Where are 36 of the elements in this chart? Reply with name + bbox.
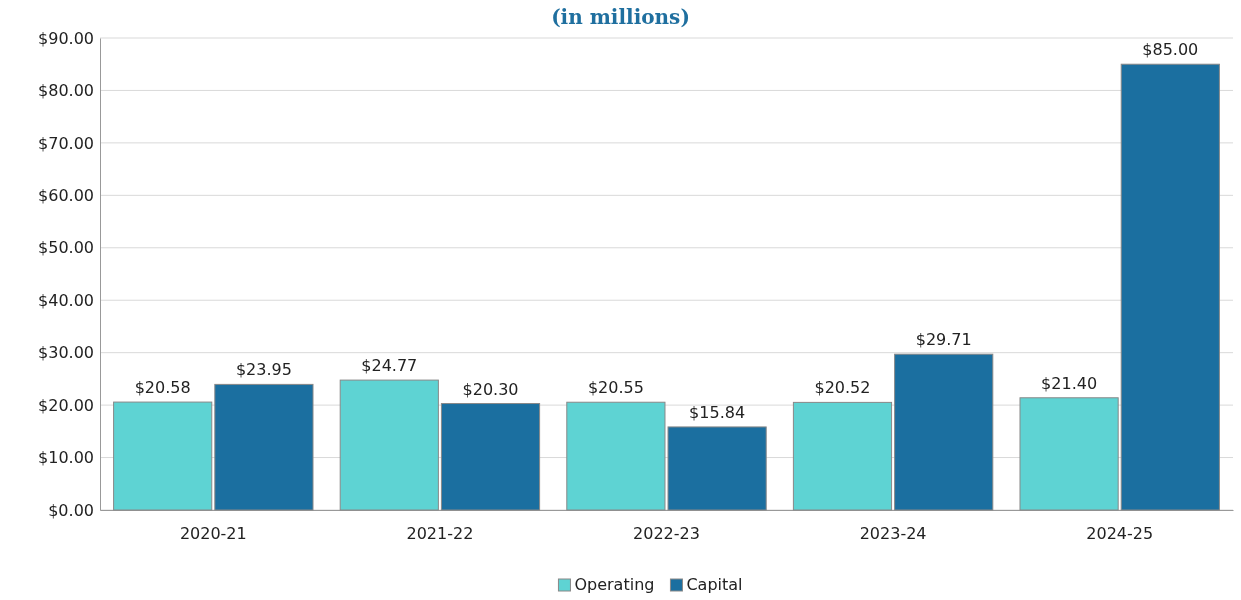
x-tick-label: 2021-22 [406, 524, 474, 544]
text: $20.58 [134, 378, 191, 398]
y-tick-label: $80.00 [38, 81, 94, 101]
legend-label: Capital [686, 575, 743, 594]
y-tick-label: $50.00 [38, 238, 94, 258]
y-tick-label: $10.00 [38, 448, 94, 468]
y-tick-label: $0.00 [48, 500, 94, 520]
text: $15.84 [689, 402, 746, 422]
y-tick-label: $90.00 [38, 28, 94, 48]
text: $20.30 [462, 379, 519, 399]
bar [792, 401, 893, 511]
y-tick-label: $70.00 [38, 133, 94, 153]
x-tick-label: 2022-23 [633, 524, 700, 544]
text: $24.77 [361, 356, 418, 376]
bar [440, 403, 541, 511]
y-tick-label: $20.00 [38, 395, 94, 415]
x-tick-label: 2020-21 [179, 524, 247, 544]
bar [1019, 397, 1119, 511]
text: $85.00 [1142, 40, 1199, 60]
text: $20.55 [587, 378, 644, 398]
x-tick-label: 2023-24 [859, 524, 927, 544]
y-tick-label: $60.00 [38, 185, 94, 205]
y-tick-label: $40.00 [38, 290, 94, 310]
y-tick-label: $30.00 [38, 343, 94, 363]
legend-label: Operating [574, 575, 655, 594]
bar [339, 379, 439, 511]
text: $20.52 [814, 378, 871, 398]
chart-title: (in millions) [551, 5, 690, 29]
bar [113, 401, 213, 511]
x-tick-label: 2024-25 [1086, 524, 1154, 544]
bar [894, 353, 994, 511]
text: $29.71 [915, 330, 972, 350]
text: $23.95 [235, 360, 292, 380]
bar [214, 383, 314, 511]
bar [1120, 63, 1220, 511]
text: $21.40 [1041, 373, 1098, 393]
